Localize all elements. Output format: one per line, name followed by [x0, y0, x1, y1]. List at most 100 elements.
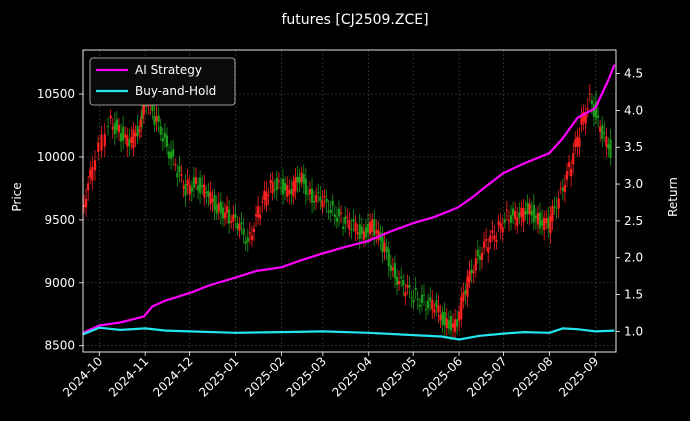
y-right-tick-label: 1.0 [624, 324, 643, 338]
price-candle-body [308, 189, 312, 194]
price-candle-body [416, 299, 419, 301]
price-candle-body [480, 252, 484, 260]
price-candle-body [325, 198, 328, 203]
price-candle-body [232, 214, 235, 222]
price-candle-body [553, 206, 556, 208]
price-candle-body [201, 185, 204, 188]
price-candle-body [563, 185, 567, 193]
price-candle-body [567, 162, 571, 168]
price-candle-body [157, 115, 160, 122]
price-candle-body [408, 284, 411, 288]
price-candle-body [427, 300, 430, 309]
price-candle-body [580, 117, 583, 126]
price-candle-body [126, 135, 129, 147]
price-candle-body [588, 93, 591, 95]
price-candle-body [182, 186, 185, 189]
price-candle-body [453, 319, 457, 332]
price-candle-body [596, 115, 600, 118]
price-candle-body [163, 132, 166, 138]
price-candle-body [180, 174, 183, 176]
price-candle-body [265, 191, 268, 206]
price-candle-body [331, 200, 334, 206]
price-candle-body [252, 228, 256, 232]
price-candle-body [178, 166, 181, 173]
price-candle-body [273, 189, 276, 191]
y-right-tick-label: 2.0 [624, 251, 643, 265]
price-candle-body [576, 136, 579, 147]
price-candle-body [555, 207, 558, 209]
price-candle-body [151, 101, 154, 112]
price-candle-body [342, 226, 345, 229]
price-candle-body [445, 318, 448, 329]
y-axis-right-title: Return [666, 177, 680, 217]
price-candle-body [230, 221, 233, 223]
price-candle-body [117, 125, 121, 133]
price-candle-body [464, 290, 467, 295]
price-candle-body [603, 132, 606, 134]
price-candle-body [97, 142, 100, 152]
price-candle-body [520, 207, 523, 217]
price-candle-body [263, 190, 266, 200]
price-candle-body [358, 224, 361, 239]
price-candle-body [87, 183, 90, 191]
price-candle-body [586, 108, 589, 110]
y-left-tick-label: 9000 [44, 276, 75, 290]
chart-title: futures [CJ2509.ZCE] [281, 12, 428, 28]
price-candle-body [339, 212, 343, 214]
price-candle-body [223, 212, 227, 219]
price-candle-body [213, 194, 216, 211]
price-candle-body [541, 219, 544, 226]
price-candle-body [250, 235, 254, 241]
price-candle-body [190, 187, 193, 192]
price-candle-body [368, 222, 372, 235]
price-candle-body [346, 216, 349, 218]
price-candle-body [468, 270, 471, 282]
price-candle-body [385, 246, 388, 253]
price-candle-body [283, 183, 287, 191]
price-candle-body [310, 188, 314, 203]
price-candle-body [140, 116, 143, 128]
y-right-tick-label: 1.5 [624, 288, 643, 302]
price-candle-body [298, 176, 301, 184]
price-candle-body [286, 185, 289, 197]
price-candle-body [203, 184, 206, 198]
price-candle-body [281, 178, 285, 195]
price-candle-body [570, 168, 573, 177]
price-candle-body [431, 299, 434, 310]
price-candle-body [82, 204, 86, 207]
price-candle-body [449, 315, 453, 331]
price-candle-body [356, 232, 359, 235]
price-candle-body [350, 228, 353, 231]
price-candle-body [323, 195, 326, 198]
price-candle-body [607, 144, 610, 149]
price-candle-body [172, 149, 175, 157]
price-candle-body [155, 116, 158, 122]
price-candle-body [209, 192, 212, 205]
price-candle-body [261, 201, 264, 203]
price-candle-body [561, 187, 564, 192]
price-candle-body [507, 220, 511, 222]
price-candle-body [505, 209, 508, 211]
price-candle-body [489, 235, 492, 243]
price-candle-body [549, 215, 552, 234]
price-candle-body [161, 138, 164, 142]
price-candle-body [257, 206, 260, 218]
price-candle-body [565, 171, 569, 180]
price-candle-body [491, 230, 494, 233]
price-candle-body [528, 203, 531, 215]
price-candle-body [364, 227, 368, 238]
price-candle-body [609, 139, 612, 159]
price-candle-body [194, 177, 198, 184]
price-candle-body [254, 214, 258, 217]
price-candle-body [196, 185, 200, 191]
price-candle-body [138, 129, 141, 132]
price-candle-body [387, 248, 390, 267]
price-candle-body [248, 232, 251, 234]
price-candle-body [545, 218, 548, 223]
price-candle-body [290, 188, 293, 194]
price-candle-body [443, 311, 446, 326]
price-candle-body [211, 198, 214, 202]
price-candle-body [516, 217, 519, 226]
price-candle-body [184, 183, 187, 196]
price-candle-body [487, 247, 490, 253]
